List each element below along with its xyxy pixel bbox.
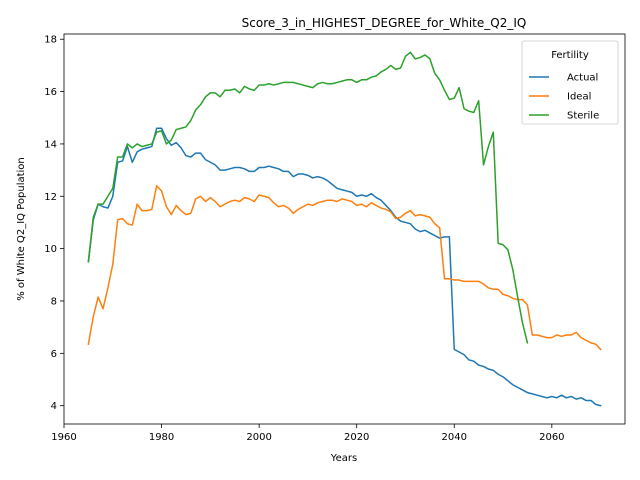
series-line-ideal — [87, 185, 602, 351]
x-tick-label: 2060 — [539, 432, 564, 443]
series-line-actual — [87, 127, 602, 407]
x-axis: 1960 1980 2000 2020 2040 2060 — [51, 424, 565, 443]
y-axis-label: % of White Q2_IQ Population — [16, 157, 27, 301]
legend-label-actual: Actual — [567, 73, 598, 84]
x-tick-label: 2000 — [246, 432, 271, 443]
y-tick-label: 12 — [44, 192, 57, 203]
x-tick-label: 2020 — [344, 432, 369, 443]
legend-title: Fertility — [551, 50, 589, 61]
y-tick-label: 6 — [51, 349, 57, 360]
legend-label-ideal: Ideal — [567, 92, 591, 103]
x-tick-label: 1980 — [149, 432, 174, 443]
y-tick-label: 8 — [51, 296, 57, 307]
legend-box — [521, 40, 619, 125]
x-tick-label: 1960 — [51, 432, 76, 443]
plot-area — [63, 33, 626, 425]
y-axis: 4 6 8 10 12 14 16 18 — [44, 35, 64, 412]
y-tick-label: 4 — [51, 401, 57, 412]
series-line-sterile — [87, 51, 529, 344]
legend: Fertility Actual Ideal Sterile — [521, 40, 619, 125]
x-axis-label: Years — [330, 453, 357, 464]
y-tick-label: 14 — [44, 139, 57, 150]
y-tick-label: 18 — [44, 35, 57, 46]
x-tick-label: 2040 — [442, 432, 467, 443]
y-tick-label: 10 — [44, 244, 57, 255]
series-lines — [87, 51, 602, 407]
plot-frame — [63, 33, 626, 425]
legend-label-sterile: Sterile — [567, 111, 599, 122]
y-tick-label: 16 — [44, 87, 57, 98]
legend-items: Actual Ideal Sterile — [529, 73, 599, 122]
chart-title: Score_3_in_HIGHEST_DEGREE_for_White_Q2_I… — [242, 16, 527, 30]
